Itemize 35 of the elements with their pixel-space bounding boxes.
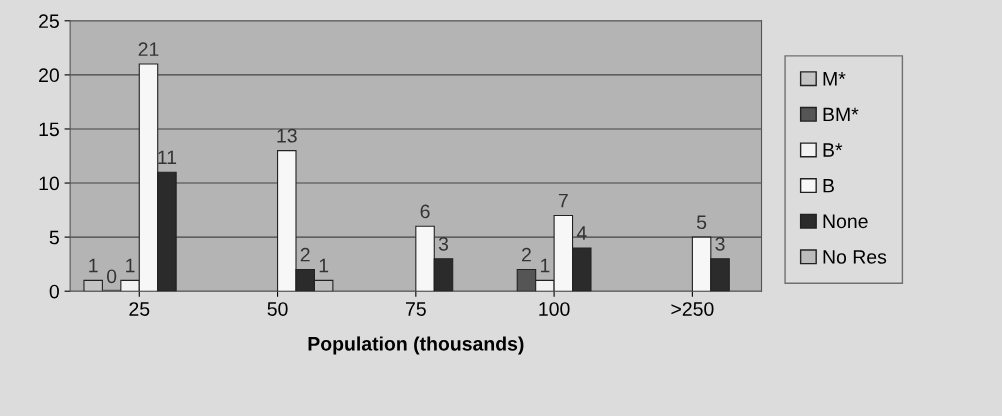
x-tick-label: 50	[267, 302, 288, 316]
x-tick-label: 25	[129, 302, 150, 316]
data-label: 3	[438, 236, 449, 251]
y-tick-label: 5	[49, 230, 59, 245]
y-tick-label: 25	[39, 14, 59, 29]
legend-label: B	[823, 178, 834, 193]
data-label: 21	[138, 42, 159, 56]
data-label: 2	[300, 247, 310, 262]
x-tick-label: 75	[406, 302, 426, 316]
x-tick-label: >250	[671, 302, 714, 316]
y-tick-label: 15	[39, 122, 59, 137]
y-tick-label: 20	[39, 68, 59, 83]
data-label: 1	[319, 258, 329, 273]
bar	[83, 279, 103, 292]
legend-label: None	[823, 214, 868, 229]
data-label: 1	[89, 258, 98, 273]
data-label: 7	[558, 193, 568, 208]
x-tick-label: 100	[539, 302, 570, 316]
data-label: 2	[522, 247, 531, 262]
data-label: 3	[715, 236, 725, 251]
data-label: 11	[158, 150, 177, 165]
x-axis-title: Population (thousands)	[308, 336, 524, 355]
y-tick-label: 10	[39, 176, 59, 191]
y-tick-label: 0	[49, 284, 59, 299]
data-label: 0	[106, 269, 117, 284]
legend-label: B*	[823, 143, 843, 157]
data-label: 13	[277, 128, 297, 143]
data-label: 4	[576, 226, 587, 240]
legend-label: No Res	[823, 250, 887, 264]
data-label: 5	[696, 215, 707, 230]
data-label: 6	[420, 204, 430, 219]
data-label: 1	[540, 258, 550, 273]
data-label: 1	[126, 258, 135, 273]
legend-label: BM*	[823, 107, 859, 122]
legend-label: M*	[823, 72, 846, 86]
